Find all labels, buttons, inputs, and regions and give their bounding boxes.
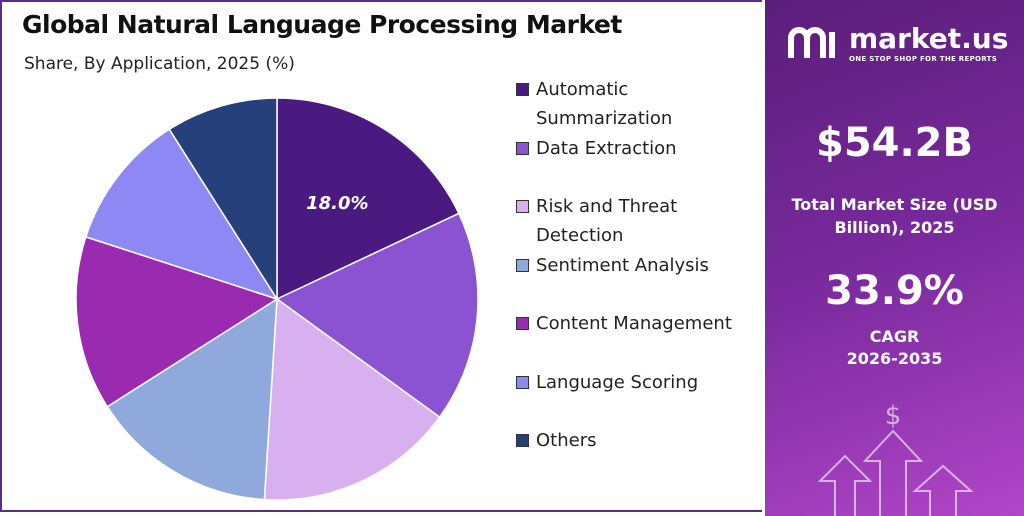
legend-label: Sentiment Analysis	[536, 254, 709, 276]
legend-item: Sentiment Analysis	[516, 251, 746, 280]
logo-icon	[788, 27, 835, 58]
pie-slice	[84, 128, 279, 301]
pie-slice	[263, 297, 441, 501]
chart-subtitle: Share, By Application, 2025 (%)	[24, 54, 295, 74]
pie-slice	[106, 297, 278, 501]
market-size-label: Total Market Size (USD Billion), 2025	[791, 195, 998, 237]
summary-panel: market.us ONE STOP SHOP FOR THE REPORTS …	[765, 0, 1024, 516]
legend-swatch	[516, 200, 529, 213]
legend-item: Language Scoring	[516, 368, 746, 397]
legend-swatch	[516, 141, 529, 155]
legend-item: Data Extraction	[516, 134, 746, 163]
legend-label: Data Extraction	[536, 137, 677, 159]
chart-title: Global Natural Language Processing Marke…	[22, 10, 622, 39]
legend-label: Risk and Threat Detection	[536, 196, 678, 246]
tagline: ONE STOP SHOP FOR THE REPORTS	[849, 55, 998, 63]
legend-item: Risk and Threat Detection	[516, 192, 746, 250]
pie-slice	[75, 235, 279, 408]
market-size: $54.2B	[815, 120, 973, 166]
legend-swatch	[516, 375, 529, 389]
legend-swatch	[516, 434, 529, 447]
legend-item: Others	[516, 426, 746, 455]
svg-text:$: $	[885, 401, 902, 431]
legend-label: Automatic Summarization	[536, 79, 673, 129]
cagr: 33.9%	[825, 268, 964, 314]
legend-item: Content Management	[516, 309, 746, 338]
pie-slice	[275, 212, 479, 419]
cagr-label: CAGR	[869, 327, 920, 346]
cagr-period: 2026-2035	[846, 349, 943, 368]
legend-swatch	[516, 258, 529, 272]
chart-panel: Global Natural Language Processing Marke…	[0, 0, 762, 512]
legend-swatch	[516, 317, 529, 330]
pie-slice	[276, 97, 460, 301]
data-label: 18.0%	[306, 193, 368, 214]
logo: market.us	[849, 22, 1009, 55]
decoration: $	[817, 401, 974, 516]
legend-label: Content Management	[536, 313, 732, 334]
legend-label: Language Scoring	[536, 371, 699, 393]
pie-chart: 18.0%	[75, 97, 479, 501]
legend-item: Automatic Summarization	[516, 75, 746, 133]
pie-slice	[168, 97, 278, 302]
legend-swatch	[516, 83, 529, 96]
legend-label: Others	[536, 430, 597, 451]
